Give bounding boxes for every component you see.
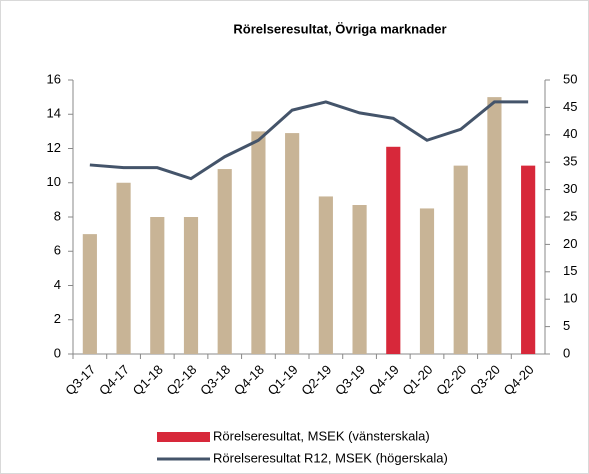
line-series: [89, 100, 529, 181]
bar: [386, 146, 401, 354]
bar: [217, 169, 232, 354]
y2-tick-label: 5: [563, 318, 570, 333]
y2-tick-label: 45: [563, 99, 577, 114]
y-tick-label: 4: [54, 277, 61, 292]
y-tick-label: 10: [47, 174, 61, 189]
bar: [82, 234, 97, 354]
bar: [150, 217, 165, 354]
bar: [251, 131, 266, 354]
y2-tick-label: 35: [563, 154, 577, 169]
bar: [487, 97, 502, 354]
y-tick-label: 2: [54, 311, 61, 326]
y2-tick-label: 25: [563, 208, 577, 223]
y-tick-label: 12: [47, 140, 61, 155]
y2-tick-label: 20: [563, 236, 577, 251]
y-tick-label: 8: [54, 208, 61, 223]
bar: [453, 165, 468, 354]
y2-tick-label: 50: [563, 71, 577, 86]
chart-title: Rörelseresultat, Övriga marknader: [233, 21, 446, 36]
bar: [521, 165, 536, 354]
bar: [183, 217, 199, 354]
bar: [285, 133, 300, 354]
y2-tick-label: 15: [563, 263, 577, 278]
y2-tick-label: 30: [563, 181, 577, 196]
legend-label: Rörelseresultat, MSEK (vänsterskala): [213, 428, 430, 443]
bar: [116, 182, 131, 354]
bar: [352, 205, 367, 354]
y-tick-label: 16: [47, 71, 61, 86]
y2-tick-label: 40: [563, 126, 577, 141]
y-tick-label: 0: [54, 345, 61, 360]
legend-swatch: [157, 432, 210, 442]
bar: [318, 196, 333, 354]
y2-tick-label: 0: [563, 345, 570, 360]
bar: [419, 208, 435, 354]
y-tick-label: 14: [47, 106, 61, 121]
y2-tick-label: 10: [563, 291, 577, 306]
y-tick-label: 6: [54, 243, 61, 258]
legend-label: Rörelseresultat R12, MSEK (högerskala): [213, 450, 448, 465]
